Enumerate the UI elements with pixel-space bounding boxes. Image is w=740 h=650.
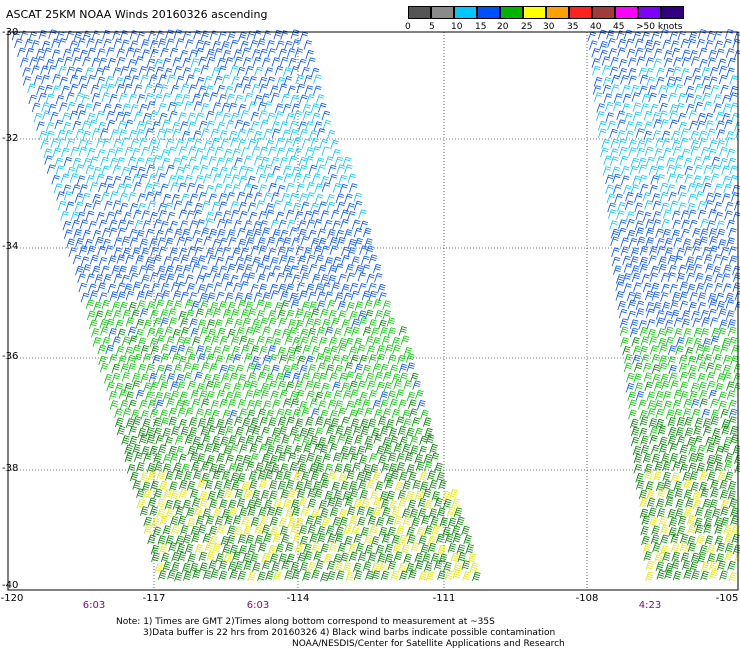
lat-label-30: -30 <box>2 27 19 38</box>
pass-time-2: 6:03 <box>246 600 270 611</box>
note-line-1: Note: 1) Times are GMT 2)Times along bot… <box>116 617 495 627</box>
lon-label-120: -120 <box>0 593 24 604</box>
legend-label-35: 35 <box>567 22 579 32</box>
legend-swatch-9 <box>615 6 638 19</box>
legend-label-5: 5 <box>429 22 435 32</box>
legend-label-25: 25 <box>521 22 533 32</box>
map-frame <box>7 31 739 591</box>
legend-swatch-1 <box>431 6 454 19</box>
lon-label-105: -105 <box>715 593 739 604</box>
lon-label-114: -114 <box>286 593 310 604</box>
legend-label-40: 40 <box>590 22 602 32</box>
legend-label-45: 45 <box>613 22 625 32</box>
legend-label-10: 10 <box>451 22 463 32</box>
legend-label-20: 20 <box>497 22 509 32</box>
map-title: ASCAT 25KM NOAA Winds 20160326 ascending <box>6 8 268 21</box>
pass-time-3: 4:23 <box>638 600 662 611</box>
legend-swatch-5 <box>523 6 546 19</box>
legend-swatch-3 <box>477 6 500 19</box>
lat-label-34: -34 <box>2 241 19 252</box>
lon-label-111: -111 <box>432 593 456 604</box>
wind-barb-field <box>11 29 740 582</box>
legend-label-15: 15 <box>475 22 487 32</box>
lon-label-108: -108 <box>575 593 599 604</box>
lat-label-40: -40 <box>2 580 19 591</box>
legend-swatch-7 <box>569 6 592 19</box>
legend-label-50-knots: >50 knots <box>636 22 683 32</box>
lon-label-117: -117 <box>142 593 166 604</box>
lat-label-32: -32 <box>2 133 19 144</box>
lat-label-36: -36 <box>2 351 19 362</box>
legend-swatch-2 <box>454 6 477 19</box>
legend-swatch-11 <box>661 6 684 19</box>
note-line-2: 3)Data buffer is 22 hrs from 20160326 4)… <box>143 628 556 638</box>
legend-swatch-6 <box>546 6 569 19</box>
pass-time-1: 6:03 <box>82 600 106 611</box>
legend-swatch-4 <box>500 6 523 19</box>
legend-swatch-8 <box>592 6 615 19</box>
legend-swatch-0 <box>408 6 431 19</box>
lat-label-38: -38 <box>2 463 19 474</box>
legend-label-0: 0 <box>405 22 411 32</box>
legend-label-30: 30 <box>543 22 555 32</box>
legend-swatch-10 <box>638 6 661 19</box>
note-line-3: NOAA/NESDIS/Center for Satellite Applica… <box>292 639 565 649</box>
